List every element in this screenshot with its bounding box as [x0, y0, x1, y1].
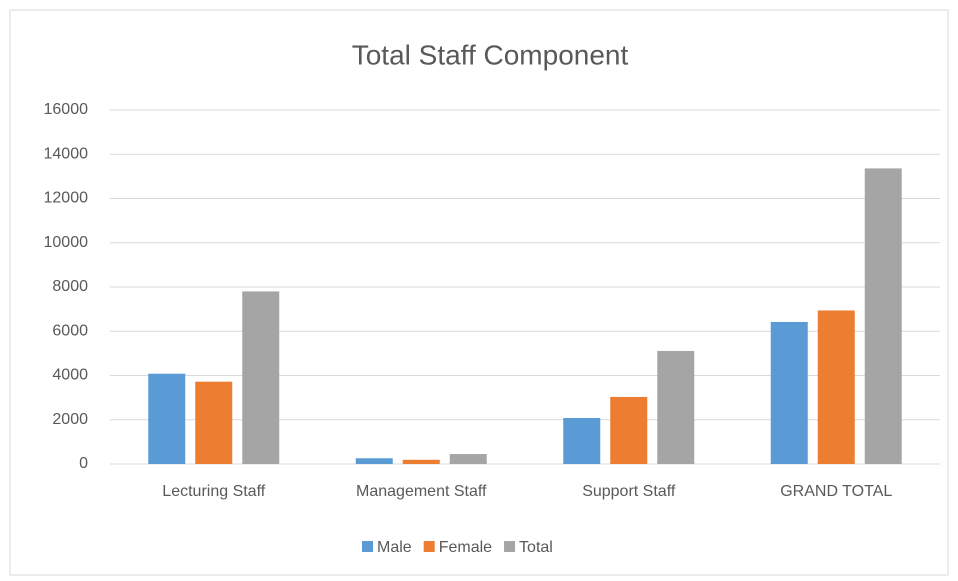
bar — [610, 396, 648, 464]
x-tick-label: Lecturing Staff — [162, 483, 265, 500]
x-tick-label: Support Staff — [582, 483, 676, 500]
bar — [864, 168, 902, 464]
bar — [195, 381, 233, 464]
bar — [657, 350, 695, 464]
legend-label: Male — [377, 539, 412, 556]
y-tick-label: 10000 — [44, 234, 89, 251]
bar — [402, 459, 440, 464]
bar — [355, 458, 393, 464]
bar — [242, 291, 280, 464]
y-tick-label: 4000 — [52, 367, 88, 384]
bar — [449, 454, 487, 464]
legend-swatch — [362, 541, 373, 552]
y-tick-label: 8000 — [52, 278, 88, 295]
bar — [563, 417, 601, 464]
y-tick-label: 16000 — [44, 101, 89, 118]
x-tick-label: GRAND TOTAL — [780, 483, 892, 500]
legend-label: Female — [439, 539, 492, 556]
chart-title: Total Staff Component — [352, 39, 629, 70]
x-tick-label: Management Staff — [356, 483, 487, 500]
legend-swatch — [504, 541, 516, 552]
y-tick-label: 12000 — [44, 190, 89, 207]
y-tick-label: 0 — [79, 455, 88, 472]
bar — [770, 321, 808, 464]
y-tick-label: 14000 — [44, 145, 89, 162]
chart-frame — [9, 9, 949, 576]
bar — [817, 310, 855, 464]
y-tick-label: 6000 — [52, 322, 88, 339]
legend-label: Total — [519, 539, 553, 556]
bar — [148, 373, 186, 464]
legend-swatch — [423, 541, 435, 552]
y-tick-label: 2000 — [52, 411, 88, 428]
